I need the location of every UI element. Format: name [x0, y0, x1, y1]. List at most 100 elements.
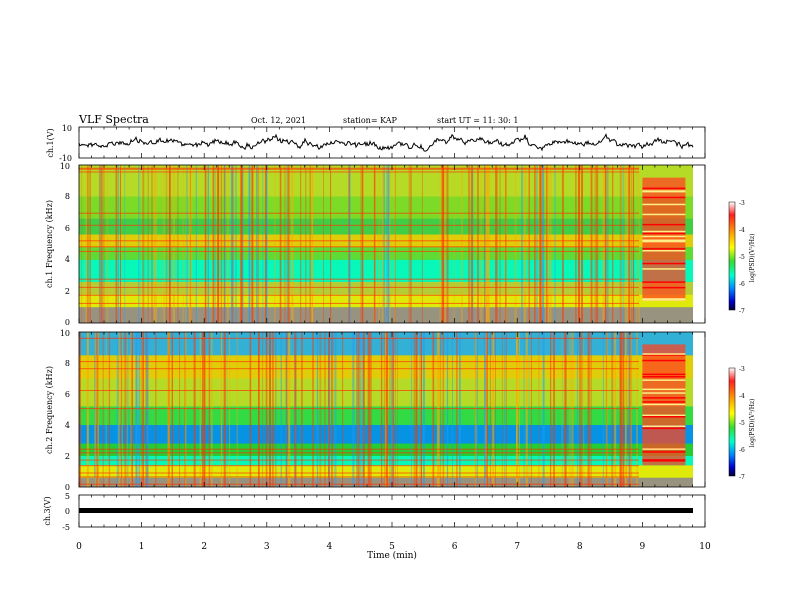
time-tick-8: 8 [577, 542, 583, 552]
spectrogram-hot-stripe [642, 298, 686, 300]
spectrogram-streak [226, 332, 228, 487]
spectrogram-streak [231, 165, 234, 323]
time-tick-7: 7 [514, 542, 520, 552]
spectrogram-streak [492, 332, 495, 487]
spectrogram-hot-stripe [642, 403, 686, 406]
spectrogram-streak [505, 165, 507, 323]
spectrogram-streak [138, 165, 139, 323]
spectrogram-streak [576, 332, 579, 487]
spectrogram-streak [85, 165, 88, 323]
spectrogram-streak [474, 332, 477, 487]
spectrogram-hot-stripe [642, 392, 686, 394]
ch1-cb-tick-m6: -6 [739, 281, 745, 288]
spectrogram-hot-stripe [642, 203, 686, 206]
axis-ticks [78, 127, 706, 527]
spectrogram-streak [485, 165, 488, 323]
spectrogram-streak [553, 332, 555, 487]
spectrogram-streak [240, 165, 243, 323]
ch3-ylabel: ch.3(V) [43, 496, 52, 525]
spectrogram-streak [256, 165, 258, 323]
spectrogram-streak [562, 332, 564, 487]
spectrogram-streak [193, 332, 196, 487]
time-tick-10: 10 [699, 542, 711, 552]
spectrogram-streak [590, 165, 593, 323]
spectrogram-streak [280, 165, 282, 323]
spectrogram-streak [251, 165, 254, 323]
time-tick-0: 0 [76, 542, 82, 552]
spectrogram-streak [413, 332, 416, 487]
spectrogram-streak [99, 165, 101, 323]
spectrogram-streak [489, 332, 491, 487]
ch3-ytick-neg5: -5 [62, 523, 70, 532]
ch1-freq-tick-10: 10 [60, 162, 70, 171]
spectrogram-streak [210, 332, 213, 487]
spectrogram-streak [359, 332, 362, 487]
spectrogram-streak [316, 332, 319, 487]
spectrogram-streak [368, 332, 371, 487]
spectrogram-streak [284, 165, 286, 323]
spectrogram-streak [605, 332, 607, 487]
spectrogram-streak [439, 332, 441, 487]
spectrogram-streak [607, 165, 609, 323]
spectrogram-streak [288, 332, 291, 487]
spectrogram-streak [485, 165, 486, 323]
spectrogram-hot-stripe [642, 239, 686, 241]
spectrogram-streak [583, 332, 585, 487]
spectrogram-streak [572, 332, 574, 487]
spectrogram-streak [581, 332, 583, 487]
spectrogram-streak [275, 332, 277, 487]
spectrogram-streak [89, 165, 91, 323]
spectrogram-streak [202, 332, 204, 487]
spectrogram-streak [638, 165, 640, 323]
spectrogram-streak [189, 165, 191, 323]
spectrogram-streak [324, 332, 326, 487]
spectrogram-hot-stripe [642, 416, 686, 418]
spectrogram-line [79, 448, 639, 450]
spectrogram-line [79, 240, 639, 242]
spectrogram-streak [352, 332, 355, 487]
spectrogram-streak [116, 332, 119, 487]
spectrogram-hot-stripe [642, 240, 686, 243]
spectrogram-streak [480, 165, 483, 323]
spectrogram-streak [86, 332, 89, 487]
spectrogram-streak [441, 165, 444, 323]
spectrogram-hot-stripe [642, 354, 686, 356]
spectrogram-streak [139, 165, 141, 323]
spectrogram-streak [420, 332, 422, 487]
spectrogram-streak [272, 332, 274, 487]
spectrogram-streak [348, 165, 350, 323]
spectrogram-hot-stripe [642, 451, 686, 453]
ch1-freq-ylabel: ch.1 Frequency (kHz) [45, 200, 54, 288]
spectrogram-streak [378, 165, 380, 323]
spectrogram-streak [636, 332, 638, 487]
spectrogram-line [79, 390, 639, 391]
spectrogram-streak [602, 332, 604, 487]
spectrogram-streak [611, 332, 614, 487]
spectrogram-streak [235, 165, 237, 323]
spectrogram-streak [627, 165, 629, 323]
spectrogram-streak [578, 165, 580, 323]
spectrogram-line [79, 278, 639, 280]
spectrogram-streak [146, 332, 149, 487]
spectrogram-streak [477, 165, 479, 323]
spectrogram-streak [248, 165, 251, 323]
spectrogram-streak [87, 332, 89, 487]
spectrogram-hot-stripe [642, 459, 686, 461]
ch3-ytick-5: 5 [65, 492, 70, 501]
ch1-ytick-top: 10 [62, 124, 72, 133]
ch1-cb-tick-m4: -4 [739, 227, 745, 234]
spectrogram-streak [106, 165, 109, 323]
spectrogram-streak [606, 165, 609, 323]
spectrogram-streak [118, 332, 120, 487]
spectrogram-streak [251, 165, 253, 323]
spectrogram-streak [539, 165, 542, 323]
spectrogram-streak [138, 332, 140, 487]
spectrogram-streak [212, 165, 215, 323]
spectrogram-streak [579, 165, 581, 323]
spectrogram-streak [503, 332, 506, 487]
spectrogram-streak [505, 332, 507, 487]
time-tick-3: 3 [264, 542, 270, 552]
spectrogram-streak [269, 332, 271, 487]
spectrogram-streak [309, 165, 311, 323]
